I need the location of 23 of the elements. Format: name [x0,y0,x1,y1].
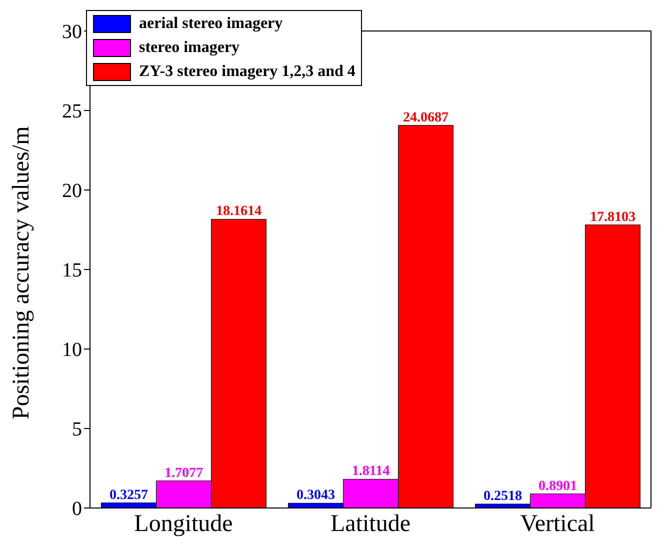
y-tick-label: 20 [62,180,82,202]
y-axis-title: Positioning accuracy values/m [8,126,35,420]
data-label: 18.1614 [216,204,262,220]
data-label: 0.2518 [483,488,522,504]
y-tick-label: 25 [62,100,82,123]
data-label: 0.3043 [296,488,335,504]
y-tick-label: 0 [72,498,82,520]
legend-label: aerial stereo imagery [139,15,283,33]
data-label: 1.8114 [352,464,390,480]
y-tick-label: 15 [62,260,82,282]
data-label: 24.0687 [402,110,448,126]
legend-label: ZY-3 stereo imagery 1,2,3 and 4 [139,63,356,81]
y-tick-label: 30 [62,21,82,44]
y-tick-label: 5 [72,418,82,441]
x-tick-label: Vertical [520,511,596,538]
y-tick-label: 10 [62,339,82,362]
data-label: 0.8901 [538,478,577,494]
data-label: 0.3257 [109,488,148,503]
data-label: 1.7077 [164,466,203,481]
x-tick-label: Longitude [134,511,233,538]
x-tick-label: Latitude [330,511,410,538]
legend-label: stereo imagery [139,39,240,57]
data-label: 17.8103 [590,210,636,225]
